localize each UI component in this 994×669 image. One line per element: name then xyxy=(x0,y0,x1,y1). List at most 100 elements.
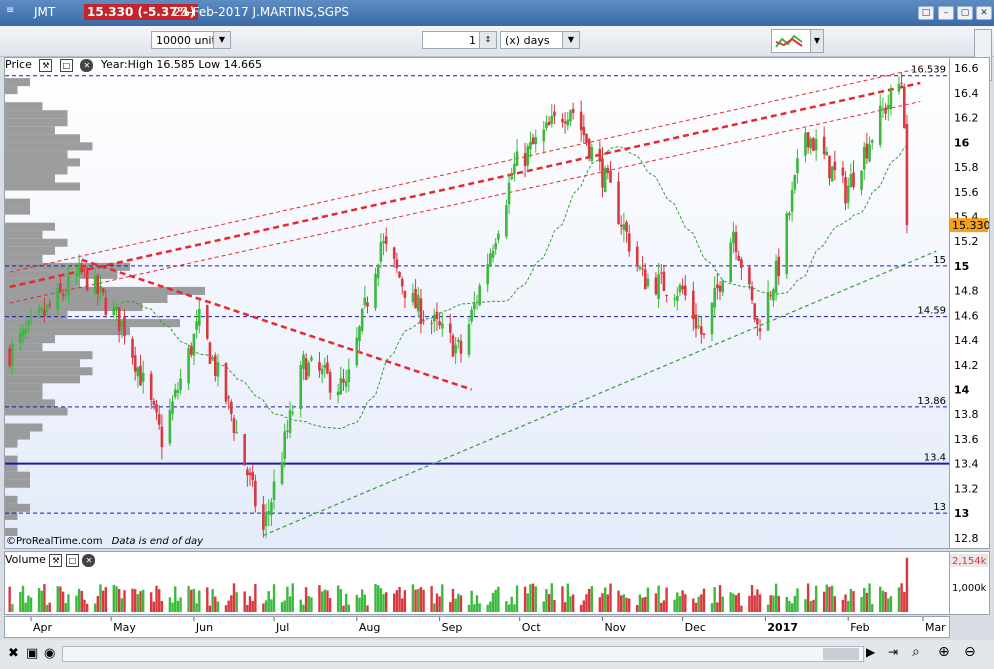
time-axis[interactable]: Apr May Jun Jul Aug Sep Oct Nov Dec 2017 Feb Mar xyxy=(4,616,950,638)
restore-icon[interactable]: □ xyxy=(918,6,934,20)
candle-body xyxy=(411,292,415,303)
volume-bar xyxy=(11,604,14,612)
scrollbar-thumb[interactable] xyxy=(823,648,859,660)
volume-profile-bar xyxy=(5,343,43,352)
volume-bar xyxy=(582,600,586,612)
volume-profile-bar xyxy=(5,327,130,336)
volume-profile-bar xyxy=(5,254,43,263)
candle-body xyxy=(675,295,679,302)
x-tick-label: Sep xyxy=(442,621,463,634)
window-icon[interactable]: □ xyxy=(65,553,79,567)
candle-body xyxy=(243,434,246,466)
support-line xyxy=(263,250,937,536)
volume-bar xyxy=(398,586,401,612)
volume-bar xyxy=(75,595,78,612)
period-unit-select[interactable]: (x) days ▼ xyxy=(500,31,580,49)
volume-profile-bar xyxy=(5,174,55,183)
lock-icon[interactable]: ▣ xyxy=(26,646,39,661)
volume-bar xyxy=(529,584,532,612)
volume-bar xyxy=(382,594,385,612)
wrench-icon[interactable]: ⚒ xyxy=(39,58,53,72)
chevron-down-icon[interactable]: ▼ xyxy=(213,32,230,48)
y-tick-label: 16 xyxy=(954,136,970,149)
volume-bar xyxy=(563,602,567,612)
volume-bar xyxy=(478,603,481,612)
volume-bar xyxy=(547,594,551,612)
volume-bar xyxy=(531,583,535,612)
trash-icon[interactable]: ✖ xyxy=(8,646,19,661)
candle-body xyxy=(785,213,789,275)
wrench-icon[interactable]: ⚒ xyxy=(49,553,63,567)
scroll-end-icon[interactable]: ⇥ xyxy=(888,645,899,659)
period-input[interactable]: 1 ↕ xyxy=(422,31,497,49)
volume-bar xyxy=(411,584,415,612)
volume-profile-bar xyxy=(5,102,43,111)
volume-bar xyxy=(852,591,855,612)
volume-axis[interactable]: 2,154k 1,000k xyxy=(950,551,990,615)
spinner-icon[interactable]: ↕ xyxy=(479,32,496,48)
indicators-button[interactable] xyxy=(771,29,811,53)
volume-bar xyxy=(491,592,495,612)
candle-body xyxy=(416,295,420,312)
candle-body xyxy=(716,284,719,289)
scroll-right-icon[interactable]: ▶ xyxy=(866,645,876,659)
candle-body xyxy=(422,320,425,322)
volume-bar xyxy=(646,587,650,612)
close-icon[interactable]: ✕ xyxy=(80,58,94,72)
volume-bar xyxy=(814,585,818,612)
zoom-fit-icon[interactable]: ⌕ xyxy=(912,644,920,660)
close-icon[interactable]: ✕ xyxy=(82,553,96,567)
candle-body xyxy=(80,264,84,270)
volume-bar xyxy=(515,585,519,612)
volume-profile-bar xyxy=(5,431,30,440)
candle-body xyxy=(230,401,233,414)
channel-upper-line xyxy=(9,67,921,273)
volume-bar xyxy=(887,598,890,612)
candle-body xyxy=(625,222,628,232)
candle-body xyxy=(112,307,116,316)
zoom-in-icon[interactable]: ⊕ xyxy=(938,644,950,660)
volume-bar xyxy=(246,604,249,612)
volume-bar xyxy=(617,590,620,612)
chevron-down-icon[interactable]: ▼ xyxy=(810,29,824,53)
volume-bar xyxy=(871,604,874,612)
candle-body xyxy=(697,325,700,328)
volume-panel[interactable] xyxy=(4,551,950,615)
volume-bar xyxy=(700,594,703,612)
price-axis[interactable]: 16.6 16.4 16.2 16 15.8 15.6 15.4 15.2 15 14.8 14.6… xyxy=(950,57,991,549)
candle-body xyxy=(748,267,751,285)
volume-bar xyxy=(243,591,246,612)
price-panel[interactable]: 16.539 15 14.59 13.86 13.4 13 xyxy=(4,57,950,549)
volume-bar xyxy=(435,593,439,612)
volume-bar xyxy=(657,585,660,612)
units-select[interactable]: 10000 units ▼ xyxy=(151,31,231,49)
maximize-icon[interactable]: ▢ xyxy=(957,6,973,20)
volume-bar xyxy=(374,583,377,612)
horizontal-scrollbar[interactable] xyxy=(62,646,864,662)
volume-bar xyxy=(85,603,89,612)
volume-bar xyxy=(339,589,343,612)
y-tick-label: 15.2 xyxy=(954,235,979,248)
volume-bar xyxy=(494,589,497,612)
cursor-icon[interactable]: ◉ xyxy=(44,646,56,661)
candle-body xyxy=(414,288,417,309)
volume-bar xyxy=(673,599,676,612)
candle-body xyxy=(737,255,741,261)
volume-bar xyxy=(56,586,59,612)
window-icon[interactable]: □ xyxy=(59,58,73,72)
volume-bar xyxy=(900,583,903,612)
candle-body xyxy=(694,314,698,329)
candle-body xyxy=(814,139,818,151)
candle-body xyxy=(168,410,172,444)
chevron-down-icon[interactable]: ▼ xyxy=(562,32,579,48)
volume-bar xyxy=(606,594,610,612)
candle-body xyxy=(489,253,492,266)
candle-body xyxy=(288,410,292,433)
downtrend-line xyxy=(81,258,473,391)
volume-bar xyxy=(790,603,794,612)
close-icon[interactable]: ✕ xyxy=(976,6,992,20)
minimize-icon[interactable]: – xyxy=(938,6,954,20)
volume-bar xyxy=(393,593,396,612)
volume-bar xyxy=(318,585,321,612)
zoom-out-icon[interactable]: ⊖ xyxy=(964,644,976,660)
